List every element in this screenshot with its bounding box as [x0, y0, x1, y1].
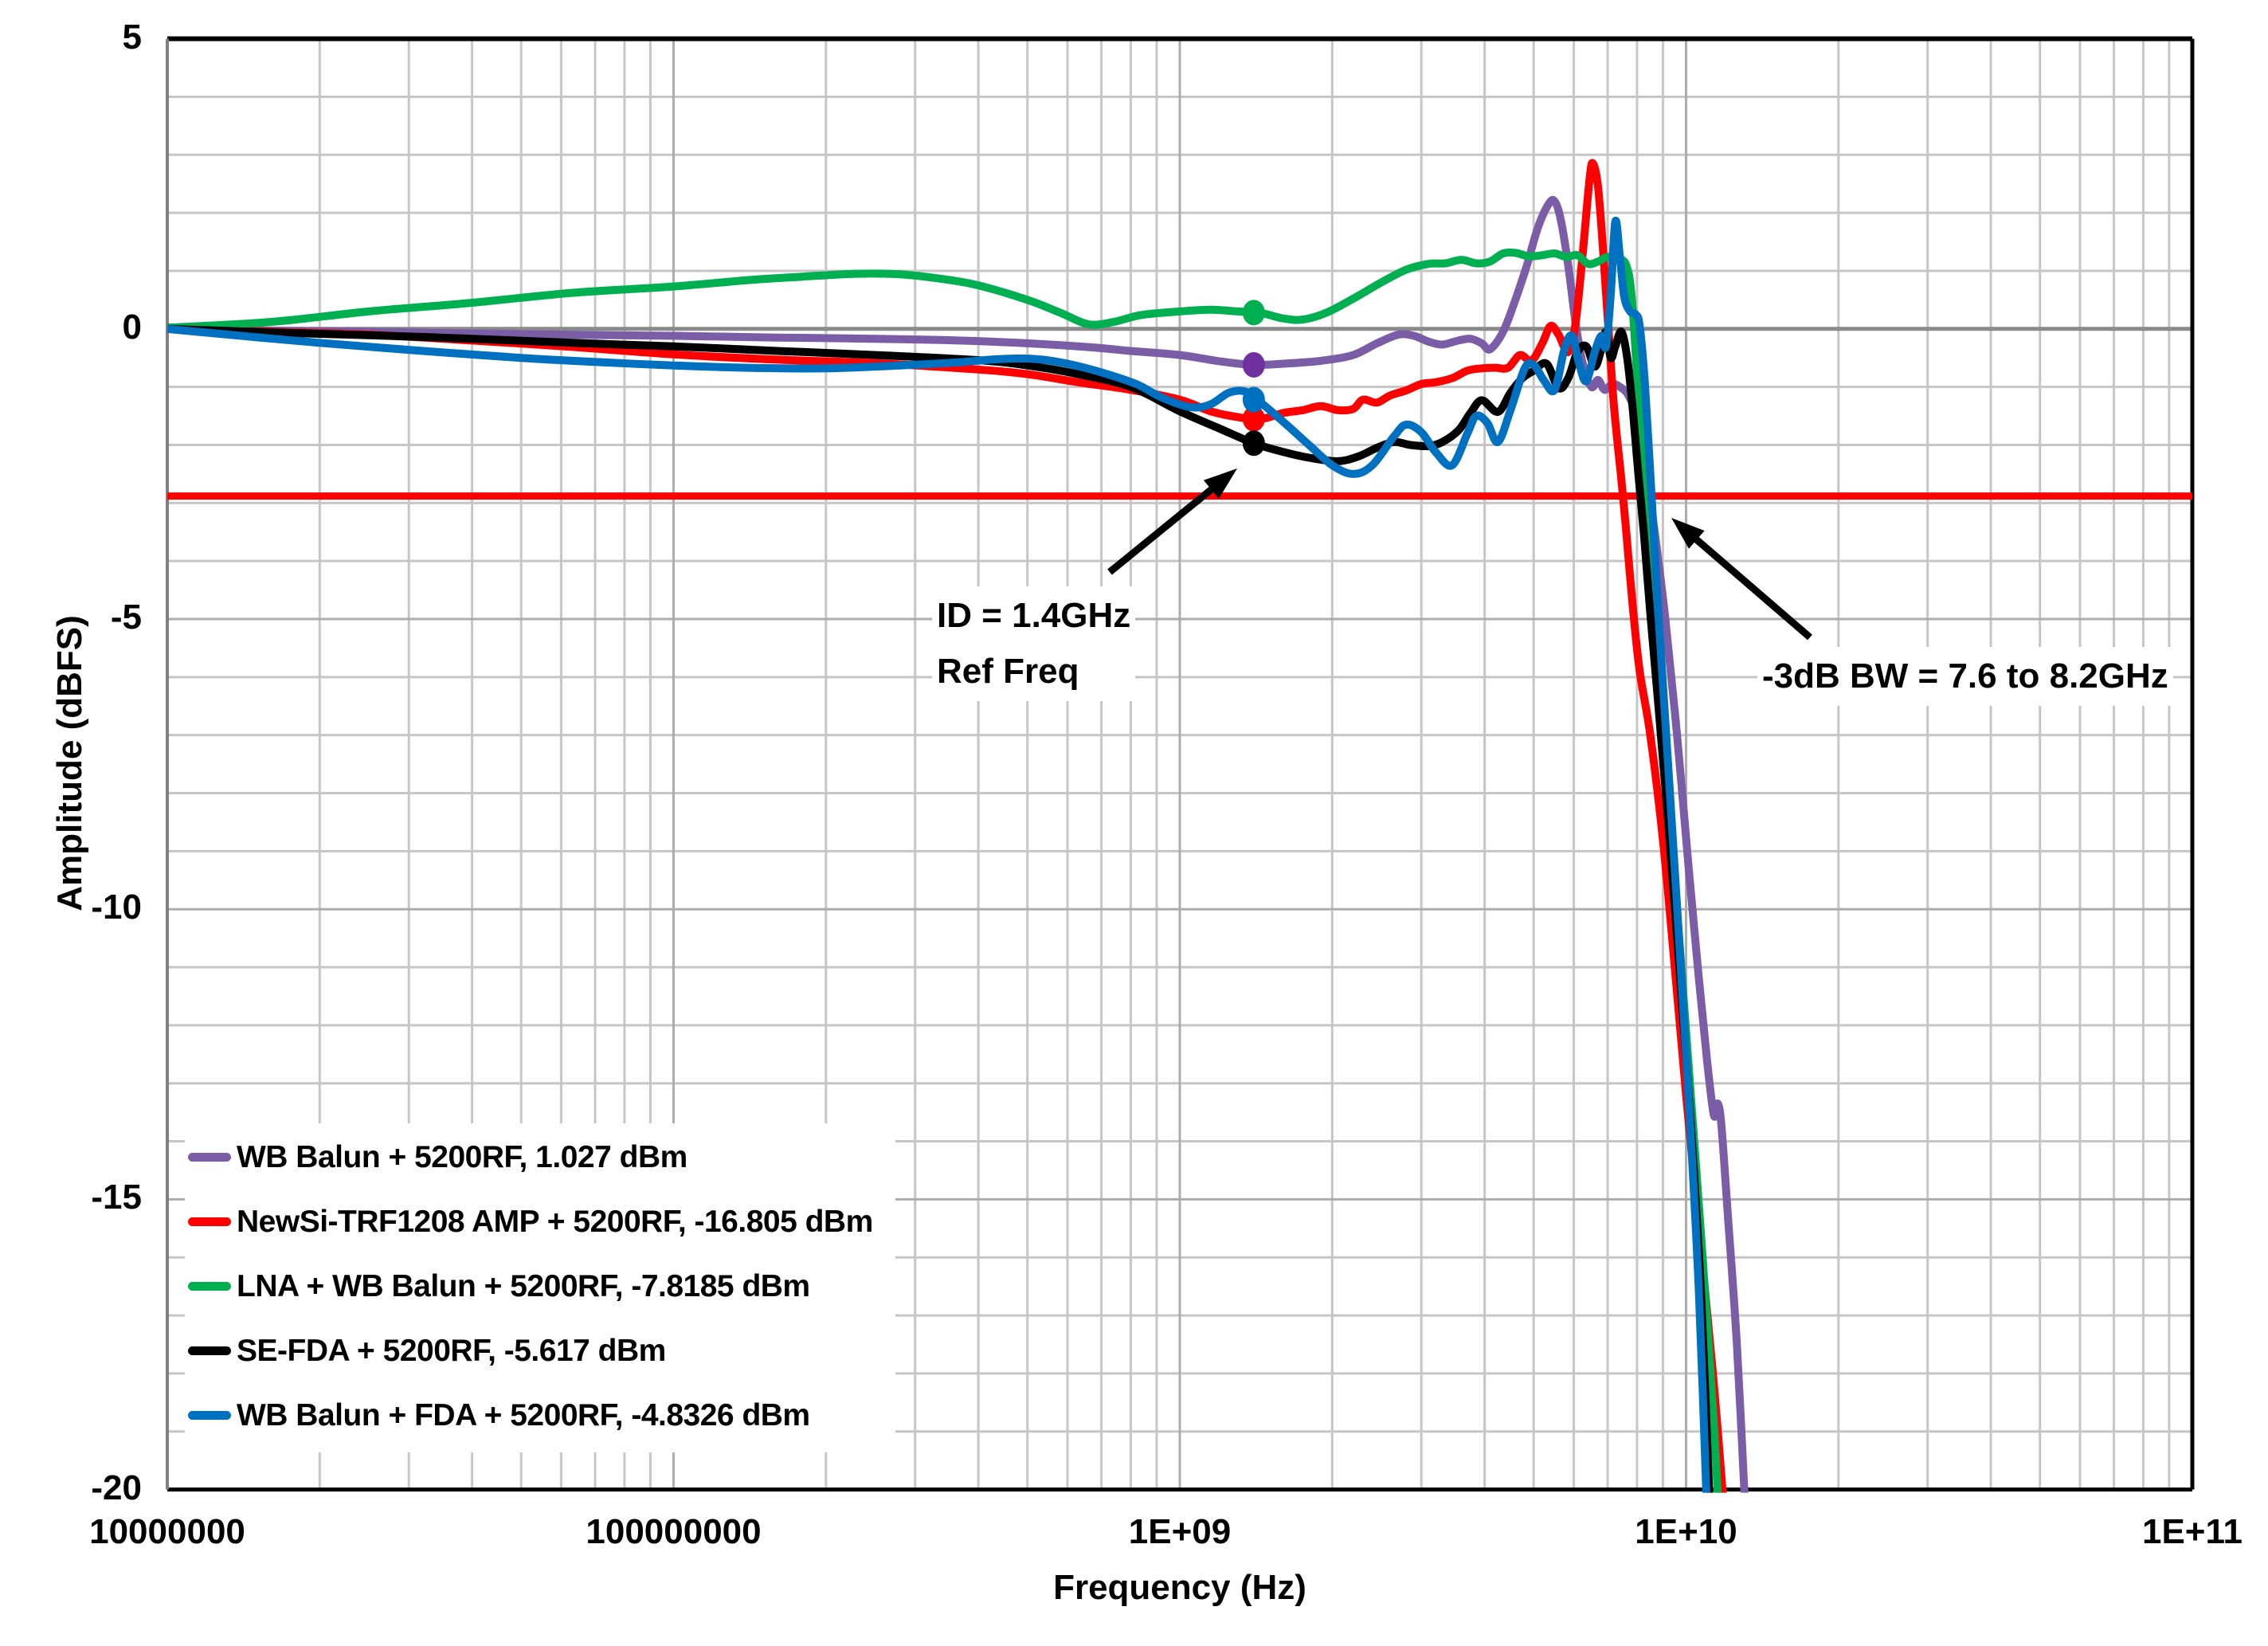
- annotation-ref-freq: ID = 1.4GHz Ref Freq: [932, 586, 1136, 701]
- ref-marker-lna-wb-balun: [1242, 300, 1265, 326]
- legend-label-se-fda: SE-FDA + 5200RF, -5.617 dBm: [237, 1333, 666, 1368]
- y-axis-title: Amplitude (dBFS): [50, 615, 89, 911]
- legend-label-wb-balun-fda: WB Balun + FDA + 5200RF, -4.8326 dBm: [237, 1397, 810, 1432]
- ref-marker-se-fda: [1242, 430, 1265, 457]
- legend-item-wb-balun: WB Balun + 5200RF, 1.027 dBm: [188, 1125, 873, 1189]
- legend-label-newsi-trf1208-amp: NewSi-TRF1208 AMP + 5200RF, -16.805 dBm: [237, 1204, 873, 1239]
- y-tick--10: -10: [91, 888, 142, 927]
- x-tick-1E+11: 1E+11: [2141, 1512, 2243, 1551]
- x-tick-10000000: 10000000: [89, 1512, 245, 1551]
- arrow-ref-freq: [1107, 468, 1237, 575]
- legend-swatch-lna-wb-balun: [188, 1282, 231, 1291]
- curve-se-fda: [167, 324, 1714, 1493]
- x-tick-100000000: 100000000: [586, 1512, 762, 1551]
- y-tick--20: -20: [91, 1468, 142, 1507]
- annotation-ref-freq-line1: ID = 1.4GHz: [937, 596, 1131, 635]
- series-curves: [167, 159, 1749, 1493]
- legend-swatch-wb-balun: [188, 1153, 231, 1162]
- y-tick--15: -15: [91, 1178, 142, 1217]
- legend-item-newsi-trf1208-amp: NewSi-TRF1208 AMP + 5200RF, -16.805 dBm: [188, 1189, 873, 1254]
- legend-item-wb-balun-fda: WB Balun + FDA + 5200RF, -4.8326 dBm: [188, 1383, 873, 1448]
- x-tick-1E+09: 1E+09: [1128, 1512, 1232, 1551]
- x-tick-1E+10: 1E+10: [1635, 1512, 1737, 1551]
- y-tick-5: 5: [122, 17, 142, 57]
- legend-swatch-wb-balun-fda: [188, 1411, 231, 1420]
- x-axis-title: Frequency (Hz): [1053, 1568, 1306, 1607]
- annotation-3db-bandwidth: -3dB BW = 7.6 to 8.2GHz: [1757, 647, 2173, 706]
- legend-item-se-fda: SE-FDA + 5200RF, -5.617 dBm: [188, 1319, 873, 1383]
- arrow-3db-bw: [1671, 518, 1812, 641]
- arrow-3db-bw-head: [1671, 518, 1705, 549]
- legend-swatch-se-fda: [188, 1346, 231, 1355]
- curve-wb-balun-fda: [167, 216, 1710, 1493]
- y-tick-0: 0: [122, 307, 142, 347]
- curve-newsi-trf1208-amp: [167, 159, 1727, 1493]
- arrow-ref-freq-head: [1203, 468, 1237, 500]
- legend-item-lna-wb-balun: LNA + WB Balun + 5200RF, -7.8185 dBm: [188, 1254, 873, 1319]
- ref-marker-wb-balun-fda: [1242, 386, 1265, 413]
- curve-wb-balun: [167, 196, 1749, 1493]
- ref-marker-newsi-trf1208-amp: [1242, 406, 1265, 432]
- y-tick--5: -5: [110, 598, 142, 637]
- legend-label-lna-wb-balun: LNA + WB Balun + 5200RF, -7.8185 dBm: [237, 1268, 810, 1303]
- legend-swatch-newsi-trf1208-amp: [188, 1217, 231, 1226]
- legend-label-wb-balun: WB Balun + 5200RF, 1.027 dBm: [237, 1139, 687, 1174]
- annotation-ref-freq-line2: Ref Freq: [937, 652, 1079, 691]
- arrow-3db-bw-shaft: [1689, 532, 1812, 641]
- legend: WB Balun + 5200RF, 1.027 dBm NewSi-TRF120…: [185, 1123, 895, 1452]
- arrow-ref-freq-shaft: [1107, 482, 1219, 575]
- ref-marker-wb-balun: [1242, 351, 1265, 378]
